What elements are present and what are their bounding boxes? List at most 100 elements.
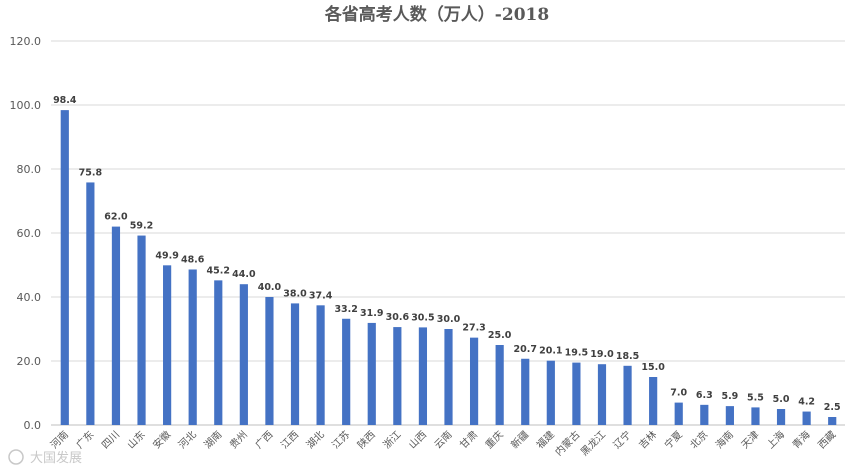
x-tick-label: 辽宁 (610, 428, 633, 451)
x-tick-label: 吉林 (636, 428, 659, 451)
bar (802, 411, 811, 425)
data-label: 20.1 (539, 346, 562, 357)
x-tick-label: 四川 (100, 429, 122, 451)
data-label: 37.4 (309, 290, 333, 301)
data-label: 48.6 (181, 254, 205, 265)
data-label: 25.0 (488, 330, 512, 341)
bar (521, 358, 530, 425)
bar (546, 360, 555, 425)
x-tick-label: 河南 (48, 428, 71, 451)
data-labels: 98.4 75.8 62.059.2 49.9 48.645.2 44.040.038.0… (53, 95, 841, 413)
x-tick-label: 黑龙江 (578, 428, 608, 458)
x-tick-label: 重庆 (482, 428, 505, 451)
x-tick-label: 宁夏 (662, 428, 685, 451)
data-label: 40.0 (258, 282, 282, 293)
y-axis-ticks: 0.0 20.0 40.0 60.0 80.0 100.0 120.0 (10, 35, 42, 432)
bar (393, 327, 402, 425)
data-label: 33.2 (334, 304, 357, 315)
x-tick-label: 山东 (124, 428, 147, 451)
x-tick-label: 江西 (279, 429, 302, 452)
data-label: 18.5 (616, 351, 639, 362)
x-tick-label: 贵州 (227, 428, 250, 451)
bar (418, 327, 428, 425)
x-tick-label: 新疆 (508, 428, 531, 451)
x-tick-label: 甘肃 (457, 428, 480, 451)
bar (367, 322, 376, 425)
x-tick-label: 海南 (713, 428, 736, 451)
bar (469, 337, 479, 425)
x-tick-label: 江苏 (329, 428, 352, 451)
data-label: 7.0 (670, 388, 687, 399)
bar (342, 318, 351, 425)
x-tick-label: 安徽 (150, 428, 173, 451)
bar (316, 305, 325, 425)
y-tick-label: 120.0 (10, 35, 42, 48)
data-label: 4.2 (798, 397, 815, 408)
x-axis-ticks: 河南 广东 四川 山东 安徽 河北 湖南 贵州 广西 江西 湖北 江苏 陕西 浙江 山西 云南 甘肃 重庆 新疆 福建… (48, 428, 839, 458)
y-tick-label: 100.0 (10, 99, 42, 112)
x-tick-label: 北京 (687, 428, 710, 451)
data-label: 30.0 (437, 314, 461, 325)
data-label: 75.8 (79, 167, 103, 178)
data-label: 31.9 (360, 308, 383, 319)
x-tick-label: 陕西 (355, 428, 378, 451)
bar (623, 365, 632, 425)
bar (163, 265, 172, 425)
data-label: 2.5 (824, 402, 841, 413)
watermark: 大国发展 (8, 449, 82, 466)
bar (495, 345, 504, 425)
bar (188, 269, 197, 425)
x-tick-label: 广西 (253, 429, 276, 452)
data-label: 49.9 (155, 250, 178, 261)
bar (597, 364, 607, 425)
bars (60, 110, 837, 426)
x-tick-label: 青海 (789, 428, 812, 451)
x-tick-label: 西藏 (816, 429, 839, 452)
bar (751, 407, 760, 425)
bar (290, 303, 300, 425)
y-tick-label: 80.0 (17, 163, 42, 176)
x-tick-label: 浙江 (381, 429, 404, 452)
data-label: 38.0 (283, 288, 307, 299)
x-tick-label: 山西 (406, 429, 429, 452)
data-label: 5.5 (747, 392, 764, 403)
data-label: 44.0 (232, 269, 256, 280)
y-tick-label: 40.0 (17, 291, 42, 304)
bar (649, 377, 658, 425)
data-label: 30.5 (411, 312, 434, 323)
bar (137, 235, 146, 425)
data-label: 45.2 (207, 265, 230, 276)
x-tick-label: 内蒙古 (552, 428, 582, 458)
x-tick-label: 上海 (764, 428, 787, 451)
watermark-text: 大国发展 (30, 450, 82, 466)
x-tick-label: 福建 (534, 428, 557, 451)
data-label: 59.2 (130, 221, 153, 232)
x-tick-label: 天津 (739, 429, 762, 452)
watermark-logo-icon (8, 449, 24, 465)
bar (60, 110, 69, 426)
bar (444, 329, 453, 425)
chart-title: 各省高考人数（万人）-2018 (324, 4, 549, 25)
bar (828, 417, 837, 425)
data-label: 5.0 (773, 394, 790, 405)
bar (572, 362, 581, 425)
bar (265, 297, 274, 425)
data-label: 20.7 (514, 344, 537, 355)
bar (239, 284, 248, 425)
data-label: 27.3 (462, 323, 485, 334)
y-tick-label: 0.0 (24, 419, 42, 432)
data-label: 19.0 (590, 349, 614, 360)
bar (725, 406, 734, 425)
data-label: 62.0 (104, 212, 128, 223)
bar (700, 404, 709, 425)
bar (111, 226, 121, 425)
data-label: 19.5 (565, 348, 588, 359)
x-tick-label: 湖南 (201, 428, 224, 451)
data-label: 5.9 (721, 391, 738, 402)
bar (214, 280, 223, 425)
bar (674, 402, 683, 425)
data-label: 15.0 (641, 362, 665, 373)
bar (86, 182, 95, 425)
gridlines (51, 40, 845, 426)
